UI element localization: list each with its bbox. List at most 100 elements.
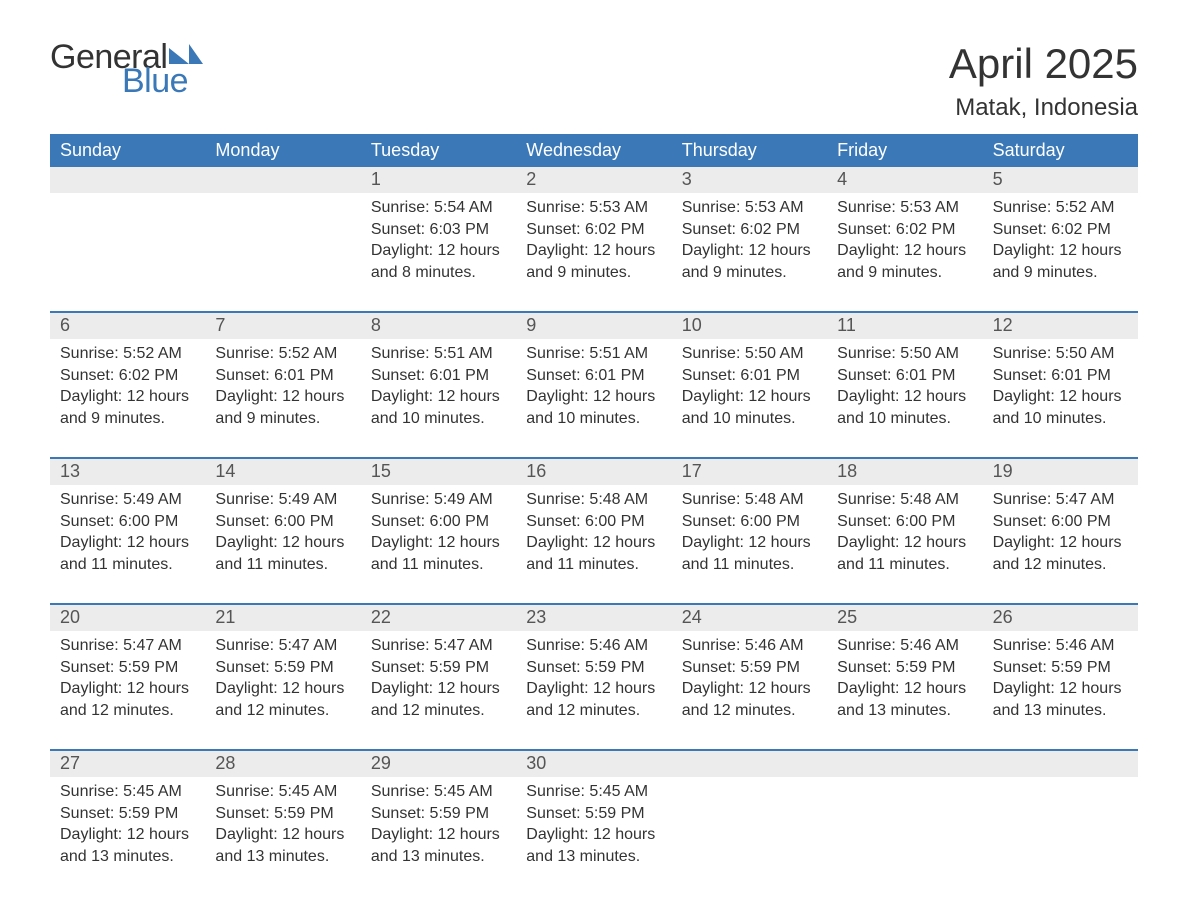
day-number: 30 [516, 751, 671, 777]
sunset-text: Sunset: 5:59 PM [526, 657, 661, 679]
sunset-text: Sunset: 5:59 PM [837, 657, 972, 679]
day-number: 18 [827, 459, 982, 485]
calendar-day-cell [50, 167, 205, 295]
daylight-text-line1: Daylight: 12 hours [526, 532, 661, 554]
calendar-header-day: Thursday [672, 134, 827, 167]
sunrise-text: Sunrise: 5:53 AM [837, 197, 972, 219]
sunrise-text: Sunrise: 5:50 AM [837, 343, 972, 365]
brand-blue-text: Blue [122, 64, 203, 98]
day-number: 10 [672, 313, 827, 339]
sunrise-text: Sunrise: 5:47 AM [993, 489, 1128, 511]
sunrise-text: Sunrise: 5:48 AM [837, 489, 972, 511]
sunset-text: Sunset: 6:00 PM [526, 511, 661, 533]
day-number: 12 [983, 313, 1138, 339]
sunset-text: Sunset: 6:00 PM [371, 511, 506, 533]
daylight-text-line1: Daylight: 12 hours [837, 240, 972, 262]
sunset-text: Sunset: 5:59 PM [215, 803, 350, 825]
sunset-text: Sunset: 6:00 PM [993, 511, 1128, 533]
calendar-week: 6Sunrise: 5:52 AMSunset: 6:02 PMDaylight… [50, 311, 1138, 441]
daylight-text-line1: Daylight: 12 hours [682, 678, 817, 700]
daylight-text-line1: Daylight: 12 hours [837, 532, 972, 554]
sunset-text: Sunset: 5:59 PM [215, 657, 350, 679]
calendar-day-cell: 21Sunrise: 5:47 AMSunset: 5:59 PMDayligh… [205, 605, 360, 733]
daylight-text-line2: and 10 minutes. [682, 408, 817, 430]
calendar-day-cell [827, 751, 982, 879]
day-number: 9 [516, 313, 671, 339]
calendar-day-cell: 14Sunrise: 5:49 AMSunset: 6:00 PMDayligh… [205, 459, 360, 587]
sunrise-text: Sunrise: 5:51 AM [526, 343, 661, 365]
calendar-header-day: Saturday [983, 134, 1138, 167]
sunrise-text: Sunrise: 5:48 AM [526, 489, 661, 511]
sunrise-text: Sunrise: 5:52 AM [215, 343, 350, 365]
sunrise-text: Sunrise: 5:50 AM [993, 343, 1128, 365]
calendar-day-cell: 10Sunrise: 5:50 AMSunset: 6:01 PMDayligh… [672, 313, 827, 441]
day-body: Sunrise: 5:47 AMSunset: 6:00 PMDaylight:… [983, 485, 1138, 575]
day-body: Sunrise: 5:47 AMSunset: 5:59 PMDaylight:… [205, 631, 360, 721]
daylight-text-line1: Daylight: 12 hours [371, 532, 506, 554]
daylight-text-line2: and 13 minutes. [371, 846, 506, 868]
day-number: 13 [50, 459, 205, 485]
day-body: Sunrise: 5:48 AMSunset: 6:00 PMDaylight:… [827, 485, 982, 575]
brand-logo: General Blue [50, 40, 203, 98]
sunset-text: Sunset: 5:59 PM [993, 657, 1128, 679]
day-number: 24 [672, 605, 827, 631]
daylight-text-line1: Daylight: 12 hours [526, 240, 661, 262]
sunrise-text: Sunrise: 5:51 AM [371, 343, 506, 365]
daylight-text-line1: Daylight: 12 hours [993, 240, 1128, 262]
sunrise-text: Sunrise: 5:48 AM [682, 489, 817, 511]
day-number: 4 [827, 167, 982, 193]
sunset-text: Sunset: 6:00 PM [60, 511, 195, 533]
day-number [672, 751, 827, 777]
day-body: Sunrise: 5:49 AMSunset: 6:00 PMDaylight:… [361, 485, 516, 575]
calendar-day-cell: 30Sunrise: 5:45 AMSunset: 5:59 PMDayligh… [516, 751, 671, 879]
calendar-day-cell: 9Sunrise: 5:51 AMSunset: 6:01 PMDaylight… [516, 313, 671, 441]
sunset-text: Sunset: 5:59 PM [371, 803, 506, 825]
day-body: Sunrise: 5:48 AMSunset: 6:00 PMDaylight:… [672, 485, 827, 575]
sunset-text: Sunset: 6:01 PM [371, 365, 506, 387]
day-body: Sunrise: 5:45 AMSunset: 5:59 PMDaylight:… [205, 777, 360, 867]
day-number: 17 [672, 459, 827, 485]
day-number: 28 [205, 751, 360, 777]
calendar-header-row: SundayMondayTuesdayWednesdayThursdayFrid… [50, 134, 1138, 167]
sunrise-text: Sunrise: 5:47 AM [215, 635, 350, 657]
daylight-text-line2: and 12 minutes. [371, 700, 506, 722]
day-body: Sunrise: 5:52 AMSunset: 6:02 PMDaylight:… [983, 193, 1138, 283]
day-number: 14 [205, 459, 360, 485]
sunrise-text: Sunrise: 5:47 AM [371, 635, 506, 657]
daylight-text-line2: and 13 minutes. [837, 700, 972, 722]
day-body: Sunrise: 5:51 AMSunset: 6:01 PMDaylight:… [516, 339, 671, 429]
daylight-text-line1: Daylight: 12 hours [526, 386, 661, 408]
day-number: 27 [50, 751, 205, 777]
daylight-text-line1: Daylight: 12 hours [60, 532, 195, 554]
daylight-text-line2: and 9 minutes. [526, 262, 661, 284]
daylight-text-line2: and 12 minutes. [526, 700, 661, 722]
day-number: 7 [205, 313, 360, 339]
sunset-text: Sunset: 6:02 PM [837, 219, 972, 241]
sunset-text: Sunset: 6:03 PM [371, 219, 506, 241]
day-number: 15 [361, 459, 516, 485]
day-number [205, 167, 360, 193]
daylight-text-line2: and 11 minutes. [60, 554, 195, 576]
sunset-text: Sunset: 6:01 PM [993, 365, 1128, 387]
daylight-text-line1: Daylight: 12 hours [682, 532, 817, 554]
calendar-day-cell: 5Sunrise: 5:52 AMSunset: 6:02 PMDaylight… [983, 167, 1138, 295]
daylight-text-line1: Daylight: 12 hours [993, 386, 1128, 408]
calendar-day-cell: 11Sunrise: 5:50 AMSunset: 6:01 PMDayligh… [827, 313, 982, 441]
calendar-day-cell: 13Sunrise: 5:49 AMSunset: 6:00 PMDayligh… [50, 459, 205, 587]
day-body: Sunrise: 5:45 AMSunset: 5:59 PMDaylight:… [50, 777, 205, 867]
sunrise-text: Sunrise: 5:46 AM [837, 635, 972, 657]
calendar-week: 1Sunrise: 5:54 AMSunset: 6:03 PMDaylight… [50, 167, 1138, 295]
calendar-day-cell: 19Sunrise: 5:47 AMSunset: 6:00 PMDayligh… [983, 459, 1138, 587]
day-number: 5 [983, 167, 1138, 193]
calendar-day-cell: 12 Sunrise: 5:50 AMSunset: 6:01 PMDayligh… [983, 313, 1138, 441]
calendar-day-cell: 28Sunrise: 5:45 AMSunset: 5:59 PMDayligh… [205, 751, 360, 879]
daylight-text-line2: and 13 minutes. [993, 700, 1128, 722]
day-number: 26 [983, 605, 1138, 631]
calendar-week: 20Sunrise: 5:47 AMSunset: 5:59 PMDayligh… [50, 603, 1138, 733]
daylight-text-line2: and 10 minutes. [371, 408, 506, 430]
sunset-text: Sunset: 6:00 PM [682, 511, 817, 533]
day-number: 3 [672, 167, 827, 193]
daylight-text-line2: and 13 minutes. [60, 846, 195, 868]
sunset-text: Sunset: 6:01 PM [526, 365, 661, 387]
daylight-text-line2: and 9 minutes. [993, 262, 1128, 284]
